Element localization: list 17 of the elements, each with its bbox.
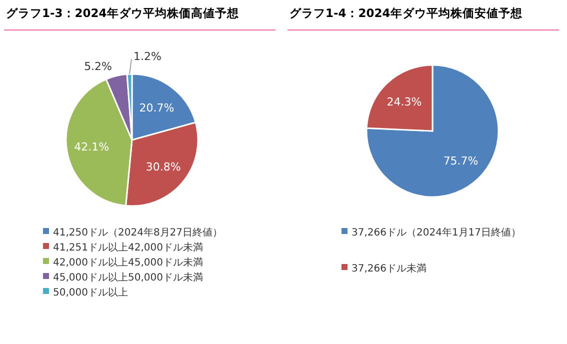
- data-label: 20.7%: [139, 101, 174, 114]
- legend-label: 42,000ドル以上45,000ドル未満: [53, 256, 203, 268]
- pie-slice: [366, 64, 500, 198]
- chart-title: グラフ1-3：2024年ダウ平均株価高値予想: [6, 6, 240, 20]
- legend-label: 37,266ドル未満: [352, 262, 426, 274]
- legend-label: 41,250ドル（2024年8月27日終値）: [53, 226, 223, 238]
- data-label: 24.3%: [386, 95, 422, 108]
- legend-label: 50,000ドル以上: [53, 286, 128, 298]
- chart-title: グラフ1-4：2024年ダウ平均株価安値予想: [290, 6, 524, 20]
- legend-label: 41,251ドル以上42,000ドル未満: [53, 242, 203, 254]
- legend-label: 45,000ドル以上50,000ドル未満: [53, 272, 203, 284]
- data-label: 5.2%: [84, 60, 112, 74]
- legend-label: 37,266ドル（2024年1月17日終値）: [352, 226, 522, 238]
- data-label: 30.8%: [146, 160, 181, 174]
- data-label: 1.2%: [134, 50, 162, 63]
- data-label: 75.7%: [443, 154, 478, 168]
- data-label: 42.1%: [74, 140, 110, 154]
